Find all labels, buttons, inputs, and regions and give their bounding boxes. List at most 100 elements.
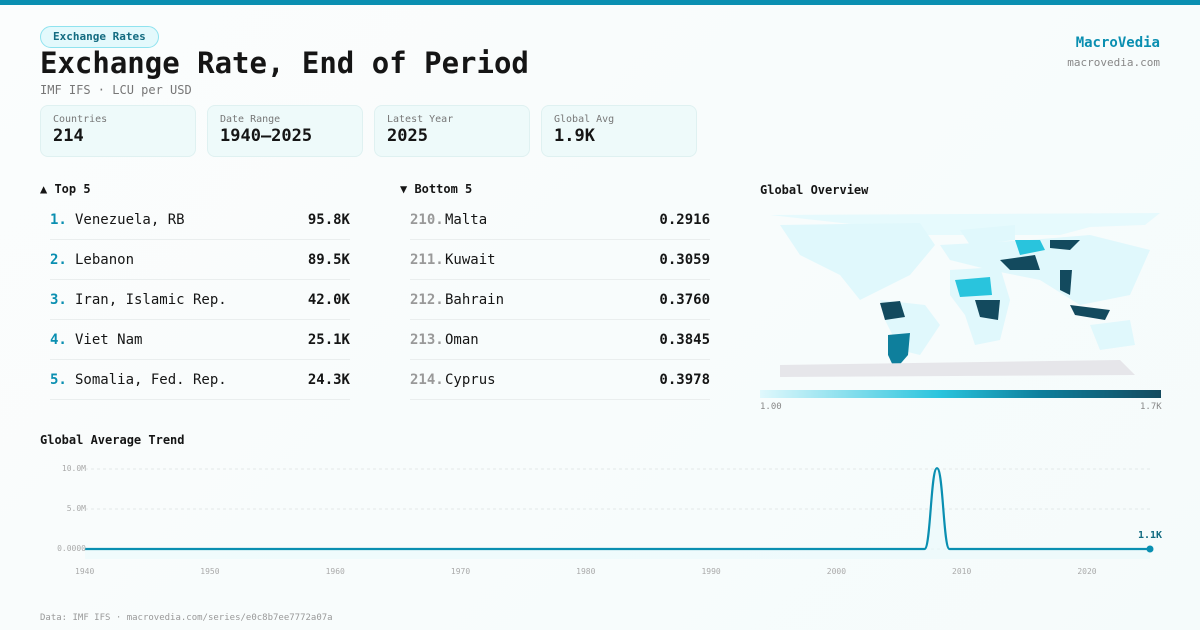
ranking-row[interactable]: 3. Iran, Islamic Rep. 42.0K	[50, 280, 350, 320]
x-tick-label: 2020	[1077, 567, 1097, 576]
ranking-row[interactable]: 1. Venezuela, RB 95.8K	[50, 200, 350, 240]
stat-latest-year: Latest Year 2025	[374, 105, 530, 157]
stat-label: Countries	[53, 114, 108, 125]
world-map	[770, 213, 1160, 377]
stat-global-avg: Global Avg 1.9K	[541, 105, 697, 157]
last-point-marker	[1146, 545, 1154, 553]
venezuela	[880, 301, 905, 320]
viet-nam	[1060, 270, 1072, 295]
stat-value: 1.9K	[554, 126, 595, 146]
value: 95.8K	[307, 211, 350, 228]
continents	[770, 213, 1160, 377]
x-tick-label: 2010	[952, 567, 972, 576]
y-tick-label: 0.0000	[57, 544, 86, 553]
country-name: Cyprus	[445, 371, 496, 388]
trend-title: Global Average Trend	[40, 433, 185, 447]
page-subtitle: IMF IFS · LCU per USD	[40, 83, 192, 97]
rank: 1.	[50, 211, 67, 228]
rank: 4.	[50, 331, 67, 348]
last-value-label: 1.1K	[1138, 529, 1163, 541]
rank: 213.	[410, 331, 444, 348]
footer-source: Data: IMF IFS · macrovedia.com/series/e0…	[40, 613, 333, 623]
value: 0.3978	[659, 371, 710, 388]
x-tick-label: 2000	[826, 567, 847, 576]
ranking-row[interactable]: 5. Somalia, Fed. Rep. 24.3K	[50, 360, 350, 400]
rank: 211.	[410, 251, 444, 268]
stat-countries: Countries 214	[40, 105, 196, 157]
trend-area	[85, 468, 1150, 559]
west-africa	[955, 277, 992, 297]
value: 0.3845	[659, 331, 710, 348]
y-tick-label: 10.0M	[61, 464, 86, 473]
iran	[1000, 255, 1040, 270]
legend-min: 1.00	[760, 402, 782, 412]
country-name: Lebanon	[75, 251, 135, 268]
stat-value: 2025	[387, 126, 428, 146]
central-africa	[975, 300, 1000, 320]
scandinavia	[960, 225, 1015, 245]
rank: 212.	[410, 291, 444, 308]
country-name: Viet Nam	[75, 331, 143, 348]
value: 0.3059	[659, 251, 710, 268]
brand-url[interactable]: macrovedia.com	[1067, 56, 1160, 69]
north-america	[780, 223, 935, 300]
x-tick-label: 1960	[325, 567, 345, 576]
rank: 5.	[50, 371, 67, 388]
country-name: Oman	[445, 331, 479, 348]
indonesia	[1070, 305, 1110, 320]
country-name: Bahrain	[445, 291, 505, 308]
ranking-row[interactable]: 210. Malta 0.2916	[410, 200, 710, 240]
ranking-row[interactable]: 211. Kuwait 0.3059	[410, 240, 710, 280]
map-title: Global Overview	[760, 183, 869, 197]
stat-label: Date Range	[220, 114, 281, 125]
value: 42.0K	[307, 291, 350, 308]
stat-value: 1940–2025	[220, 126, 313, 146]
rank: 214.	[410, 371, 444, 388]
argentina	[888, 333, 910, 370]
brand-logo[interactable]: MacroVedia	[1075, 35, 1160, 51]
ranking-row[interactable]: 2. Lebanon 89.5K	[50, 240, 350, 280]
value: 24.3K	[307, 371, 350, 388]
stat-label: Latest Year	[387, 114, 454, 125]
top-accent-bar	[0, 0, 1200, 5]
ranking-row[interactable]: 214. Cyprus 0.3978	[410, 360, 710, 400]
trend-chart	[84, 467, 1154, 559]
kazakhstan	[1015, 240, 1045, 255]
value: 89.5K	[307, 251, 350, 268]
value: 0.2916	[659, 211, 710, 228]
rank: 3.	[50, 291, 67, 308]
map-color-legend	[760, 390, 1161, 398]
stat-label: Global Avg	[554, 114, 615, 125]
country-name: Kuwait	[445, 251, 496, 268]
mongolia	[1050, 240, 1080, 250]
stat-value: 214	[53, 126, 84, 146]
value: 0.3760	[659, 291, 710, 308]
x-tick-label: 1980	[576, 567, 596, 576]
country-name: Somalia, Fed. Rep.	[75, 371, 227, 388]
stat-date-range: Date Range 1940–2025	[207, 105, 363, 157]
ranking-row[interactable]: 212. Bahrain 0.3760	[410, 280, 710, 320]
rank: 2.	[50, 251, 67, 268]
page-title: Exchange Rate, End of Period	[40, 46, 529, 80]
country-name: Venezuela, RB	[75, 211, 185, 228]
australia	[1090, 320, 1135, 350]
ranking-row[interactable]: 4. Viet Nam 25.1K	[50, 320, 350, 360]
legend-max: 1.7K	[1140, 402, 1162, 412]
x-tick-label: 1950	[200, 567, 220, 576]
x-tick-label: 1940	[75, 567, 95, 576]
trend-line	[84, 467, 1151, 551]
arctic-region	[770, 213, 1160, 235]
eurasia	[940, 235, 1150, 305]
x-tick-label: 1990	[701, 567, 721, 576]
x-tick-label: 1970	[450, 567, 471, 576]
ranking-row[interactable]: 213. Oman 0.3845	[410, 320, 710, 360]
category-badge[interactable]: Exchange Rates	[40, 26, 159, 48]
bottom5-title: ▼ Bottom 5	[400, 182, 473, 196]
country-name: Iran, Islamic Rep.	[75, 291, 227, 308]
antarctica	[780, 360, 1135, 377]
value: 25.1K	[307, 331, 350, 348]
rank: 210.	[410, 211, 444, 228]
country-name: Malta	[445, 211, 488, 228]
top5-title: ▲ Top 5	[40, 182, 91, 196]
y-tick-label: 5.0M	[66, 504, 86, 513]
